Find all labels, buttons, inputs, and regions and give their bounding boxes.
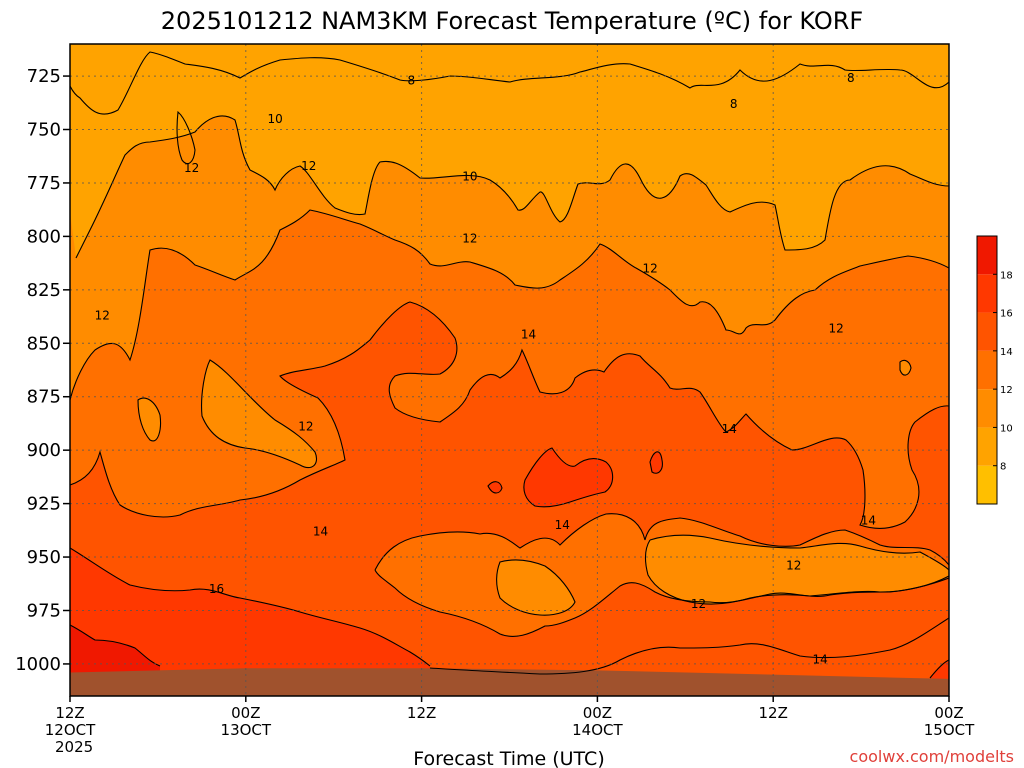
colorbar-label: 8 (1000, 462, 1006, 473)
y-tick-label: 950 (27, 547, 61, 568)
contour-label: 12 (462, 232, 477, 246)
chart-title: 2025101212 NAM3KM Forecast Temperature (… (161, 7, 863, 35)
credit-text: coolwx.com/modelts (850, 747, 1014, 766)
contour-label: 14 (313, 524, 328, 538)
contour-14-low-b (374, 569, 949, 637)
temperature-band-16-18 (70, 548, 430, 696)
colorbar-swatch (977, 274, 997, 313)
contour-label: 8 (408, 73, 416, 87)
colorbar-label: 18 (1000, 270, 1013, 281)
x-tick-label: 15OCT (924, 721, 975, 739)
x-tick-label: 00Z (583, 704, 612, 722)
contour-label: 12 (642, 261, 657, 275)
contour-label: 10 (267, 112, 282, 126)
contour-label: 12 (95, 308, 110, 322)
colorbar-swatch (977, 389, 997, 428)
x-axis-label: Forecast Time (UTC) (413, 748, 604, 768)
contour-16 (70, 547, 431, 667)
contour-14-bottom (429, 617, 949, 675)
y-tick-label: 900 (27, 440, 61, 461)
colorbar-swatch (977, 427, 997, 466)
contour-8 (70, 51, 949, 115)
x-tick-label: 12OCT (45, 721, 96, 739)
contour-16-right (929, 659, 949, 679)
contour-label: 8 (847, 71, 855, 85)
contour-label: 12 (301, 159, 316, 173)
contour-lines (70, 51, 949, 679)
contour-label: 12 (829, 321, 844, 335)
x-tick-label: 00Z (934, 704, 963, 722)
y-tick-label: 800 (27, 226, 61, 247)
contour-12 (70, 209, 949, 401)
x-tick-label: 12Z (759, 704, 788, 722)
colorbar-swatch (977, 465, 997, 504)
contour-14-low (374, 513, 949, 571)
contour-10 (75, 115, 949, 259)
contour-label: 14 (722, 422, 737, 436)
y-tick-label: 975 (27, 600, 61, 621)
colorbar: 8 10 12 14 16 18 (976, 235, 1013, 505)
contour-16-island (487, 447, 663, 508)
temperature-band-10-12-hole (201, 360, 317, 468)
y-axis: 725 750 775 800 825 850 875 900 925 950 975 1000 (15, 66, 70, 675)
contour-12-islands (137, 110, 912, 442)
contour-12-low (496, 559, 576, 616)
x-tick-label: 00Z (231, 704, 260, 722)
x-tick-label: 13OCT (221, 721, 272, 739)
y-tick-label: 750 (27, 120, 61, 141)
x-tick-label: 12Z (55, 704, 84, 722)
contour-14 (70, 301, 949, 529)
colorbar-label: 12 (1000, 385, 1013, 396)
temperature-band-10-12-low (496, 535, 949, 616)
contour-label: 14 (555, 518, 570, 532)
contour-label: 14 (521, 328, 536, 342)
contour-label: 12 (691, 597, 706, 611)
contour-18 (70, 624, 161, 667)
contour-label: 12 (786, 559, 801, 573)
y-tick-label: 925 (27, 494, 61, 515)
contour-labels: 8 8 8 10 10 12 12 12 12 12 12 12 12 12 14 14 14 14 14 14 16 (95, 71, 876, 666)
colorbar-frame (976, 235, 998, 505)
contour-label: 8 (730, 97, 738, 111)
colorbar-swatch (977, 312, 997, 351)
temperature-band-14-16-islands (488, 448, 663, 507)
temperature-band-8-10 (70, 44, 949, 258)
contour-label: 14 (861, 514, 876, 528)
colorbar-swatch (977, 350, 997, 390)
contour-label: 14 (812, 653, 827, 667)
y-tick-label: 825 (27, 280, 61, 301)
contour-12-closed (201, 359, 318, 469)
contour-label: 10 (462, 170, 477, 184)
x-tick-label: 2025 (55, 738, 93, 756)
contour-label: 16 (209, 582, 224, 596)
y-tick-label: 850 (27, 333, 61, 354)
plot-area (70, 44, 949, 696)
colorbar-label: 16 (1000, 309, 1013, 320)
plot-frame (69, 43, 950, 697)
y-tick-label: 775 (27, 173, 61, 194)
colorbar-label: 10 (1000, 423, 1013, 434)
y-tick-label: 725 (27, 66, 61, 87)
colorbar-swatch (977, 236, 997, 275)
contour-label: 12 (184, 161, 199, 175)
contour-12-low-right (645, 534, 949, 605)
y-tick-label: 1000 (15, 654, 61, 675)
ground-surface (70, 668, 949, 696)
y-tick-label: 875 (27, 387, 61, 408)
x-tick-label: 14OCT (572, 721, 623, 739)
colorbar-label: 14 (1000, 347, 1013, 358)
x-tick-label: 12Z (407, 704, 436, 722)
grid-lines (70, 44, 949, 696)
contour-label: 12 (298, 420, 313, 434)
